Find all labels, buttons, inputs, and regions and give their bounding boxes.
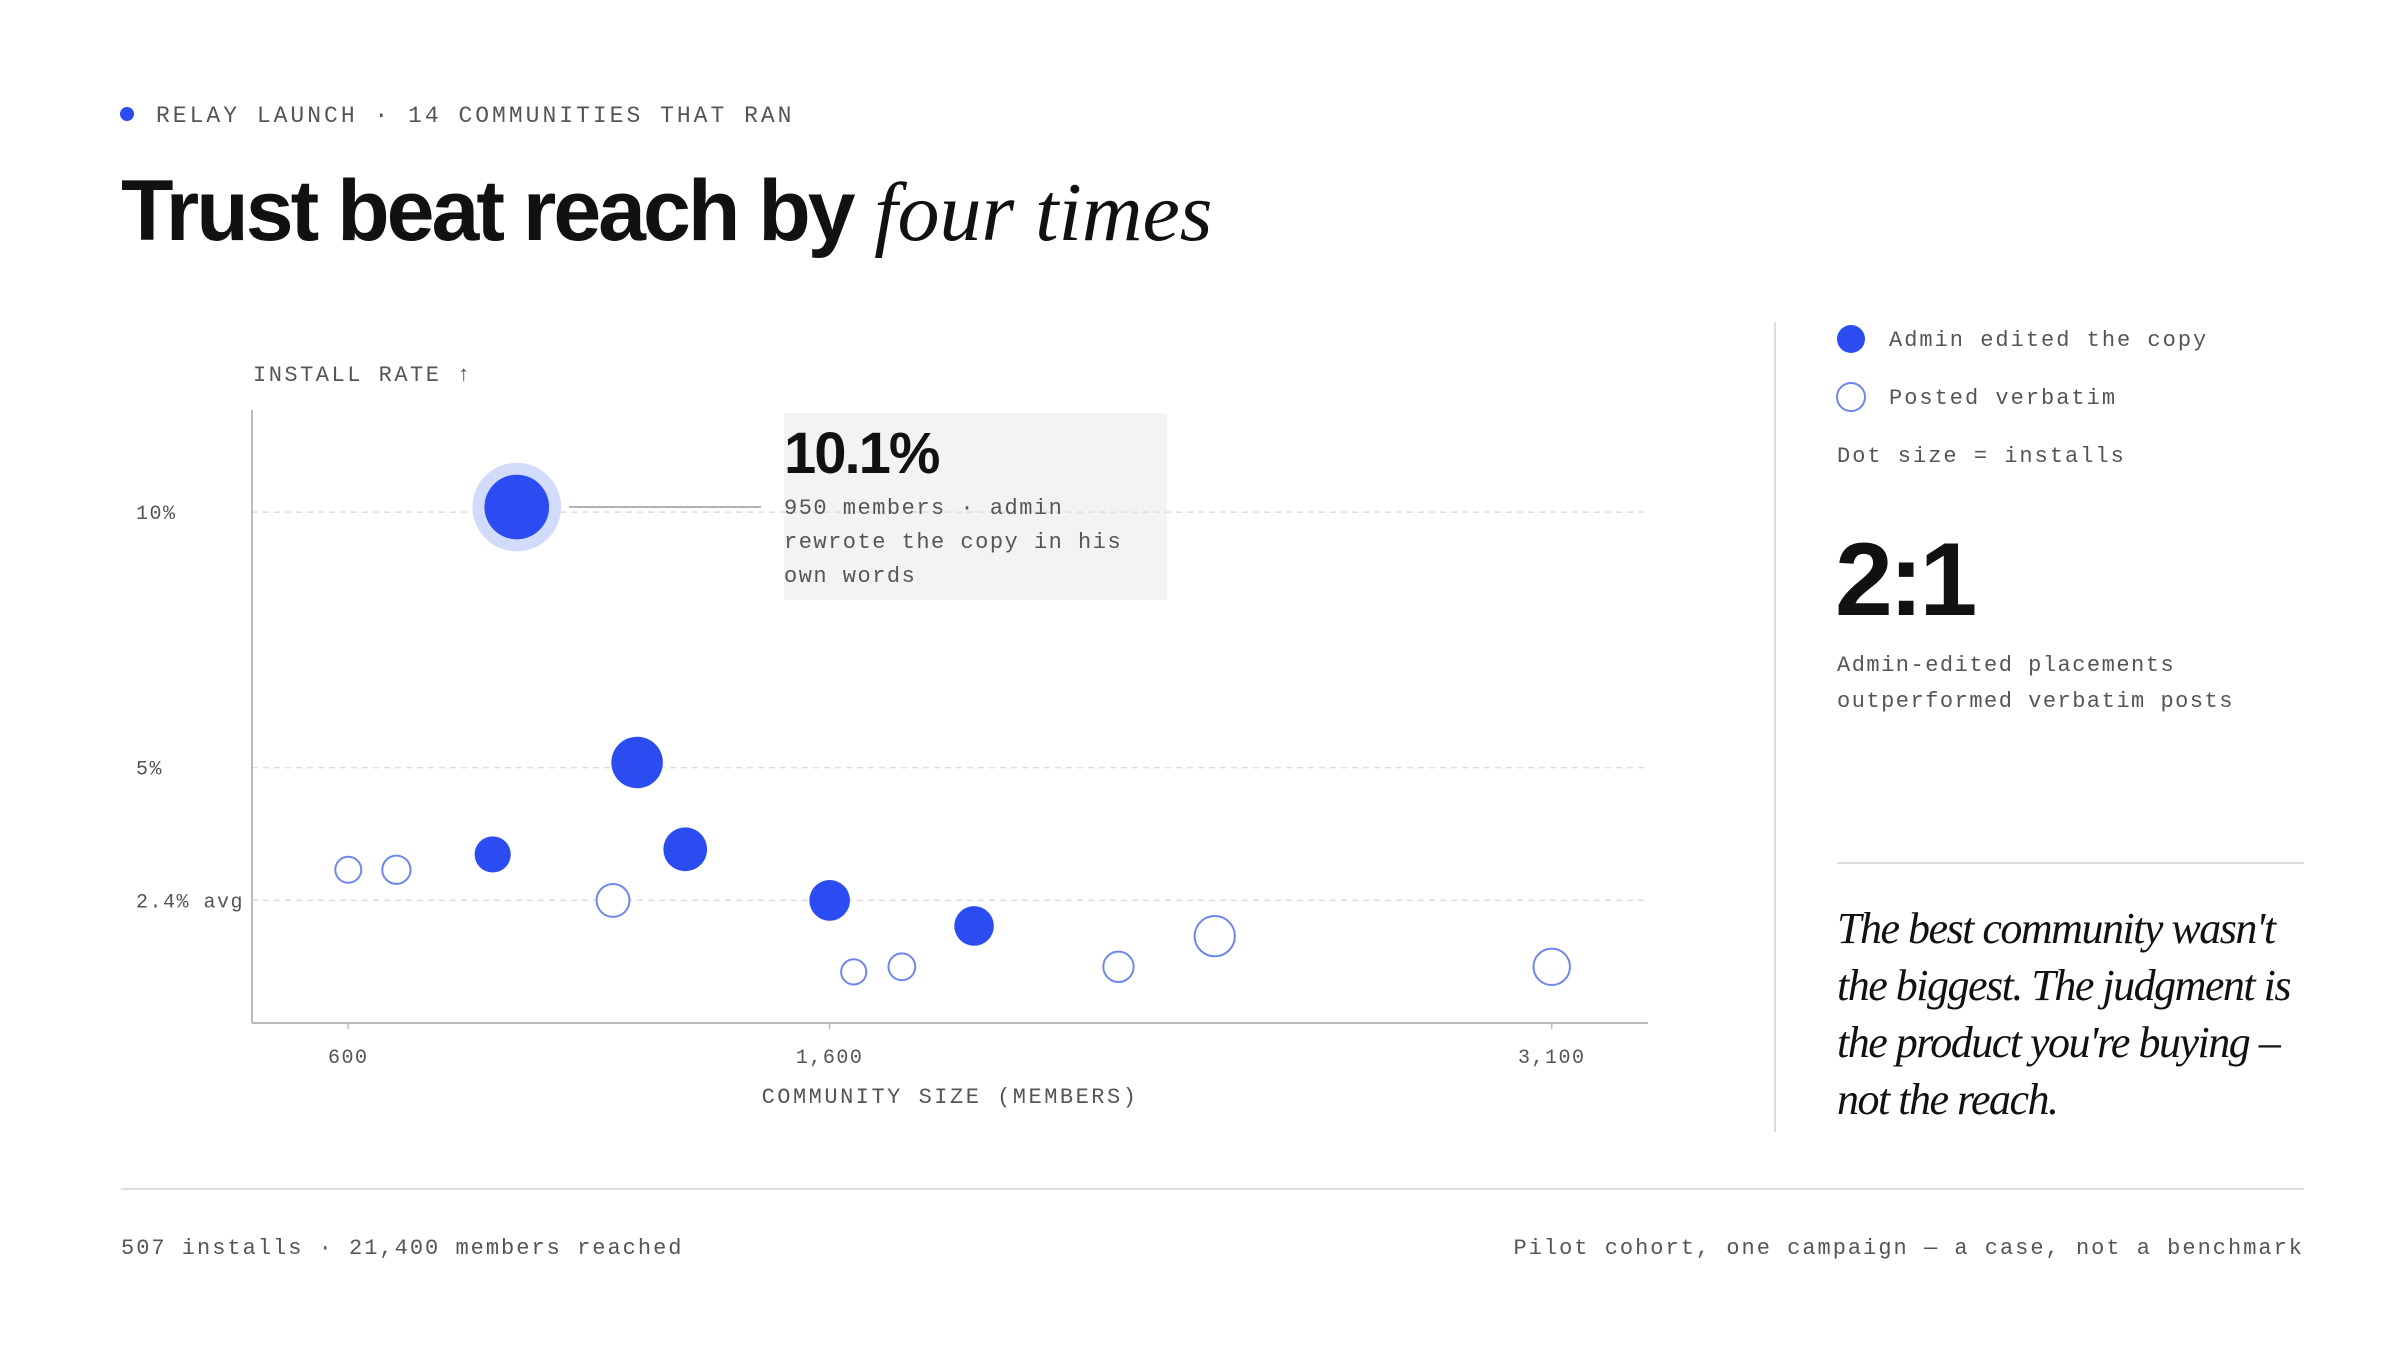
eyebrow: RELAY LAUNCH · 14 COMMUNITIES THAT RAN <box>156 103 795 129</box>
point <box>663 827 708 872</box>
stat: 2:1 <box>1835 522 1974 638</box>
y-tick-label: 2.4% avg <box>136 891 244 914</box>
point <box>1102 950 1135 983</box>
legend-marker <box>1837 325 1865 353</box>
x-tick-label: 1,600 <box>796 1047 864 1070</box>
point <box>809 880 850 921</box>
x-axis-label: COMMUNITY SIZE (MEMBERS) <box>762 1085 1139 1110</box>
stat-caption: Admin-edited placements outperformed ver… <box>1837 653 2234 714</box>
point <box>595 882 631 918</box>
y-tick-label: 10% <box>136 503 177 526</box>
footer-right: Pilot cohort, one campaign — a case, not… <box>1513 1236 2304 1261</box>
point <box>1532 947 1571 987</box>
size-legend: Dot size = installs <box>1837 444 2126 469</box>
footer-left: 507 installs · 21,400 members reached <box>121 1236 683 1261</box>
y-axis-label: INSTALL RATE ↑ <box>253 363 473 388</box>
x-tick-label: 3,100 <box>1518 1047 1586 1070</box>
title-main: Trust beat reach by <box>121 163 856 259</box>
y-tick-label: 5% <box>136 759 163 782</box>
title: Trust beat reach by four times <box>121 163 1212 259</box>
point <box>334 855 363 884</box>
x-tick-label: 600 <box>328 1047 369 1070</box>
point <box>381 854 412 885</box>
point <box>840 958 868 986</box>
title-emphasis: four times <box>874 166 1212 259</box>
annotation-text: 950 members · admin rewrote the copy in … <box>784 496 1123 589</box>
legend-label: Posted verbatim <box>1889 386 2117 411</box>
point <box>1193 915 1236 958</box>
point <box>611 736 663 789</box>
annotation-title: 10.1% <box>784 421 940 486</box>
eyebrow-dot <box>120 107 134 121</box>
quote: The best community wasn't the biggest. T… <box>1837 904 2291 1124</box>
legend-marker <box>1836 382 1866 412</box>
point <box>954 906 994 946</box>
point <box>474 836 511 873</box>
legend-label: Admin edited the copy <box>1889 328 2208 353</box>
annotation-box <box>784 413 1167 600</box>
point <box>887 952 917 982</box>
point <box>484 474 550 540</box>
